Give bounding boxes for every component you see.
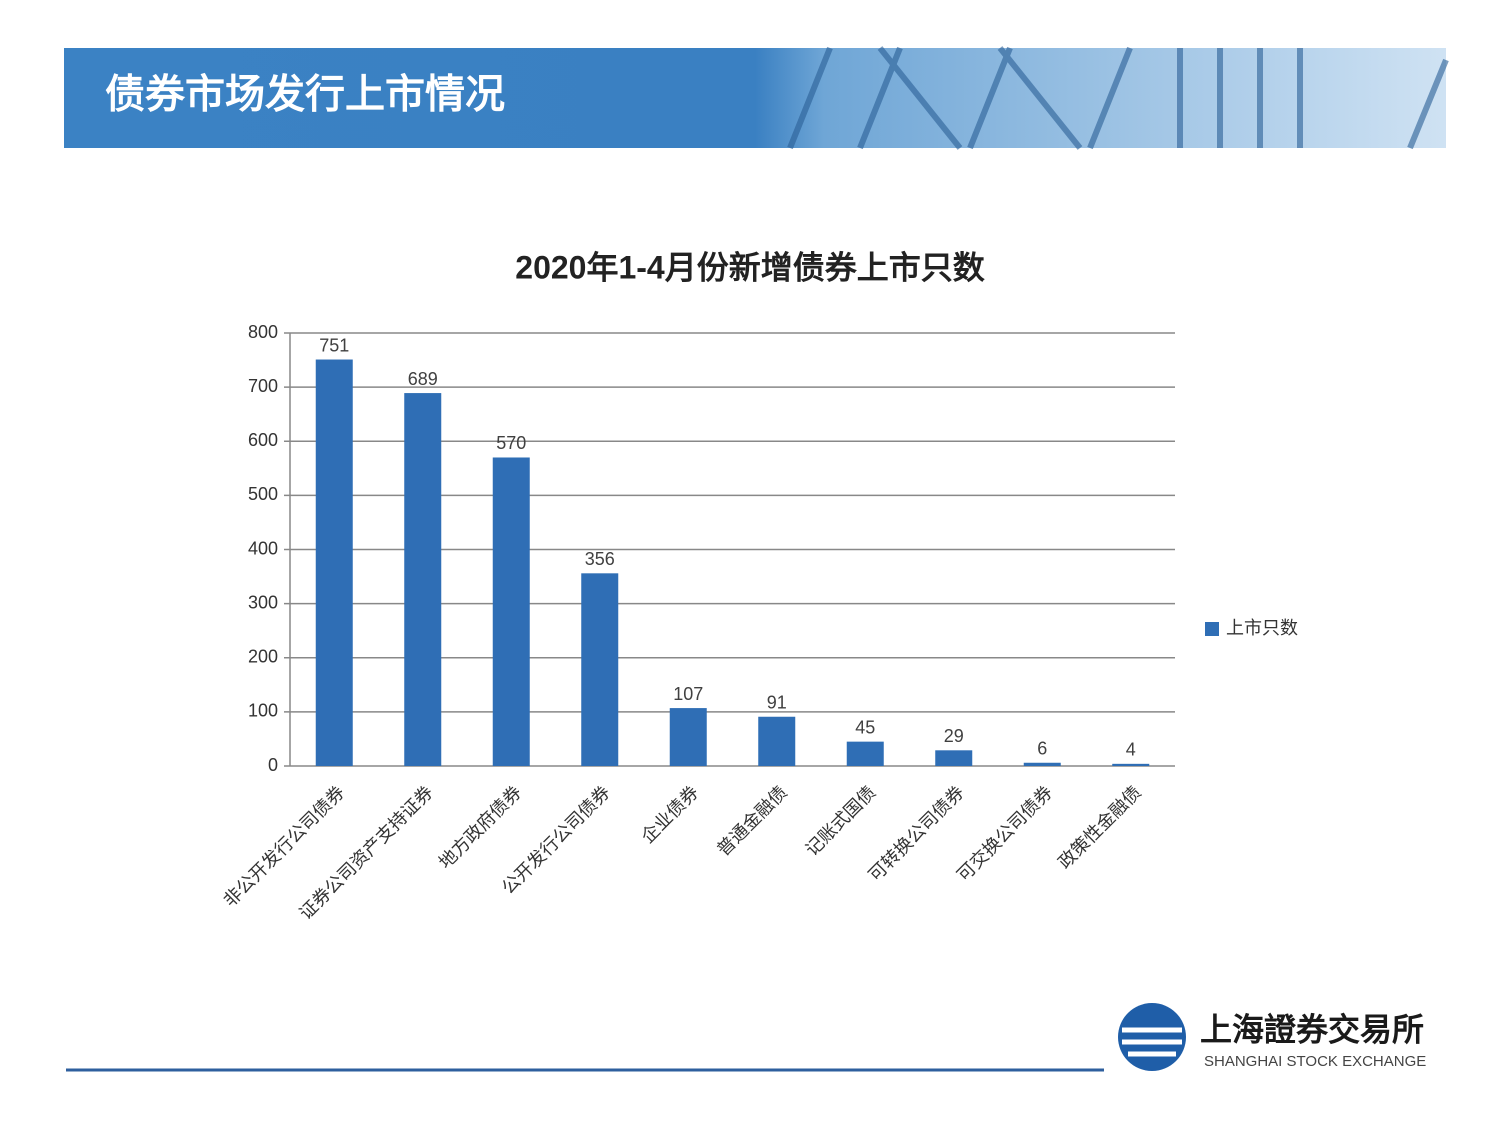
- header-decoration: [787, 46, 1449, 150]
- bar: [935, 750, 973, 766]
- chart-title: 2020年1-4月份新增债券上市只数: [515, 249, 985, 285]
- legend-swatch: [1205, 622, 1219, 636]
- data-label: 356: [585, 549, 615, 569]
- header-title: 债券市场发行上市情况: [105, 73, 505, 117]
- logo-english: SHANGHAI STOCK EXCHANGE: [1204, 1053, 1426, 1070]
- bar: [669, 708, 707, 766]
- x-tick-label: 普通金融债: [713, 782, 791, 860]
- bar: [1112, 763, 1150, 766]
- plot: 0100200300400500600700800非公开发行公司债券证券公司资产…: [220, 322, 1298, 924]
- bar: [846, 741, 884, 766]
- data-label: 751: [319, 335, 349, 355]
- y-tick-label: 300: [248, 592, 278, 612]
- y-tick-label: 600: [248, 430, 278, 450]
- bar: [404, 393, 442, 766]
- x-tick-label: 可转换公司债券: [865, 782, 968, 885]
- legend-label: 上市只数: [1226, 618, 1298, 638]
- x-tick-label: 记账式国债: [802, 782, 880, 860]
- data-label: 6: [1037, 739, 1047, 759]
- y-tick-label: 100: [248, 701, 278, 721]
- y-tick-label: 0: [268, 755, 278, 775]
- data-label: 4: [1126, 740, 1136, 760]
- y-tick-label: 500: [248, 484, 278, 504]
- data-label: 45: [855, 717, 875, 737]
- bar: [492, 457, 530, 766]
- logo-stripes: [1122, 1027, 1182, 1057]
- y-tick-label: 400: [248, 538, 278, 558]
- x-tick-label: 企业债券: [637, 782, 702, 847]
- y-tick-label: 200: [248, 647, 278, 667]
- bar: [581, 573, 619, 766]
- y-tick-label: 700: [248, 376, 278, 396]
- logo-name: 上海證券交易所: [1200, 1011, 1424, 1047]
- x-tick-label: 政策性金融债: [1054, 782, 1145, 873]
- data-label: 91: [767, 692, 787, 712]
- data-label: 29: [944, 726, 964, 746]
- logo-mark: [1118, 1003, 1186, 1071]
- x-tick-label: 可交换公司债券: [953, 782, 1056, 885]
- y-tick-label: 800: [248, 322, 278, 342]
- data-label: 107: [673, 684, 703, 704]
- bar: [315, 359, 353, 766]
- data-label: 570: [496, 433, 526, 453]
- bar: [758, 716, 796, 766]
- header-band: [64, 48, 1446, 148]
- data-label: 689: [408, 369, 438, 389]
- bar: [1023, 762, 1061, 766]
- x-tick-label: 地方政府债券: [435, 782, 526, 873]
